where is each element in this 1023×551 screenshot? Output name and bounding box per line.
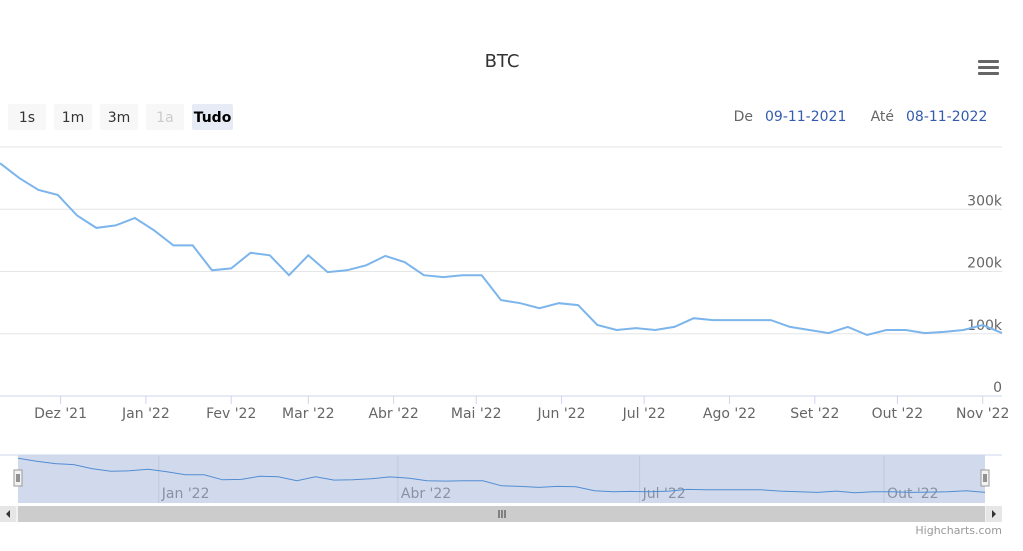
navigator: Jan '22 Abr '22 Jul '22 Out '22 bbox=[0, 454, 1002, 503]
navigator-mask bbox=[18, 455, 985, 503]
range-button[interactable] bbox=[192, 104, 233, 130]
credits[interactable]: Highcharts.com bbox=[915, 524, 1002, 537]
from-label: De bbox=[734, 109, 753, 125]
range-button-label: Tudo bbox=[194, 110, 232, 126]
x-tick-label: Dez '21 bbox=[34, 406, 87, 422]
menu-bar bbox=[978, 66, 999, 69]
series-line bbox=[0, 162, 1003, 337]
range-button-label: 3m bbox=[108, 110, 131, 126]
to-label: Até bbox=[871, 109, 894, 125]
range-button[interactable] bbox=[54, 104, 92, 130]
arrow-icon bbox=[992, 510, 996, 518]
x-tick-label: Jul '22 bbox=[622, 406, 666, 422]
x-tick-label: Abr '22 bbox=[368, 406, 418, 422]
x-tick-label: Mar '22 bbox=[282, 406, 335, 422]
navigator-label: Abr '22 bbox=[401, 486, 451, 502]
from-date[interactable]: 09-11-2021 bbox=[765, 109, 846, 125]
range-button[interactable] bbox=[100, 104, 138, 130]
navigator-area bbox=[0, 455, 1002, 503]
navigator-label: Jan '22 bbox=[161, 486, 210, 502]
range-button-label: 1m bbox=[62, 110, 85, 126]
navigator-label: Jul '22 bbox=[642, 486, 686, 502]
x-tick-label: Ago '22 bbox=[703, 406, 756, 422]
handle-grip bbox=[983, 474, 987, 482]
navigator-label: Out '22 bbox=[887, 486, 939, 502]
x-tick-label: Mai '22 bbox=[451, 406, 502, 422]
menu-bar bbox=[978, 72, 999, 75]
navigator-handle[interactable] bbox=[980, 469, 990, 487]
y-tick-label: 300k bbox=[967, 193, 1003, 209]
y-tick-label: 200k bbox=[967, 256, 1003, 272]
range-button-label: 1a bbox=[156, 110, 174, 126]
arrow-icon bbox=[6, 510, 10, 518]
x-tick-label: Nov '22 bbox=[956, 406, 1009, 422]
menu-bar bbox=[978, 60, 999, 63]
handle-grip bbox=[16, 474, 20, 482]
menu-button[interactable] bbox=[978, 60, 999, 75]
to-date[interactable]: 08-11-2022 bbox=[906, 109, 987, 125]
navigator-handle[interactable] bbox=[13, 469, 23, 487]
x-tick-label: Fev '22 bbox=[206, 406, 256, 422]
x-tick-label: Jan '22 bbox=[121, 406, 170, 422]
navigator-series bbox=[17, 457, 986, 494]
scrollbar-grip bbox=[498, 510, 506, 518]
range-button bbox=[146, 104, 184, 130]
y-tick-label: 0 bbox=[993, 380, 1002, 396]
chart-title: BTC bbox=[485, 51, 520, 72]
range-button[interactable] bbox=[8, 104, 46, 130]
x-tick-label: Out '22 bbox=[872, 406, 924, 422]
x-tick-label: Set '22 bbox=[790, 406, 839, 422]
range-button-label: 1s bbox=[19, 110, 35, 126]
x-tick-label: Jun '22 bbox=[537, 406, 586, 422]
